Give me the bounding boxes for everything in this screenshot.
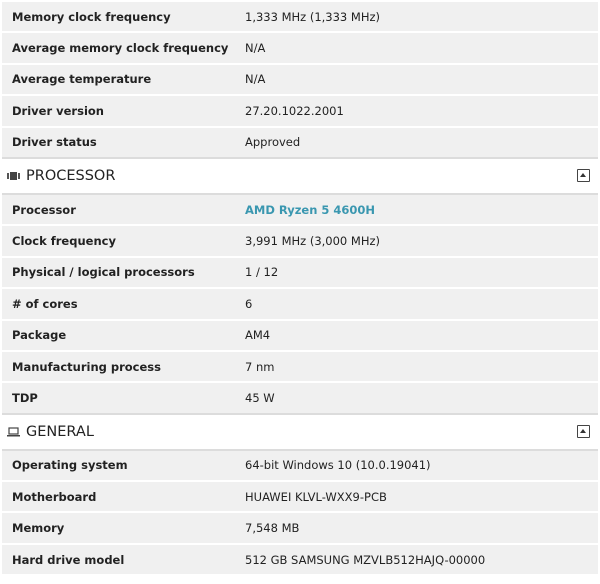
row-label: Average temperature (12, 72, 152, 87)
row-label: Memory (12, 521, 65, 536)
row-value: 64-bit Windows 10 (10.0.19041) (245, 458, 431, 473)
row-value: 7 nm (245, 359, 275, 374)
row-label: Motherboard (12, 489, 97, 504)
info-row: Physical / logical processors 1 / 12 (2, 257, 598, 288)
section-title: PROCESSOR (26, 167, 116, 184)
row-value: 7,548 MB (245, 521, 300, 536)
info-row: Average temperature N/A (2, 64, 598, 95)
row-value: 512 GB SAMSUNG MZVLB512HAJQ-00000 (245, 552, 486, 567)
section-title: GENERAL (26, 423, 94, 440)
processor-section-header: PROCESSOR (2, 156, 598, 195)
info-row: Average memory clock frequency N/A (2, 33, 598, 63)
row-value: 27.20.1022.2001 (245, 103, 344, 118)
row-value: 6 (245, 296, 253, 311)
row-value: Approved (245, 135, 301, 150)
row-value: 3,991 MHz (3,000 MHz) (245, 234, 380, 249)
row-value: 1,333 MHz (1,333 MHz) (245, 9, 380, 24)
row-value: N/A (245, 41, 266, 56)
row-label: Processor (12, 202, 76, 217)
row-value: AM4 (245, 328, 271, 343)
laptop-icon (6, 427, 20, 437)
info-row: Clock frequency 3,991 MHz (3,000 MHz) (2, 226, 598, 256)
cpu-icon (6, 171, 20, 180)
info-row: Operating system 64-bit Windows 10 (10.0.… (2, 450, 598, 481)
row-label: Hard drive model (12, 552, 125, 567)
collapse-button[interactable] (577, 169, 590, 183)
info-row: Package AM4 (2, 320, 598, 350)
info-row: Processor AMD Ryzen 5 4600H (2, 194, 598, 225)
row-label: Operating system (12, 458, 128, 473)
info-row: Driver version 27.20.1022.2001 (2, 96, 598, 126)
info-row: Motherboard HUAWEI KLVL-WXX9-PCB (2, 482, 598, 512)
info-row: Hard drive model 512 GB SAMSUNG MZVLB512H… (2, 544, 598, 575)
row-label: Clock frequency (12, 234, 116, 249)
info-row: TDP 45 W (2, 383, 598, 413)
processor-link[interactable]: AMD Ryzen 5 4600H (245, 202, 376, 217)
row-value: HUAWEI KLVL-WXX9-PCB (245, 489, 387, 504)
info-row: Memory clock frequency 1,333 MHz (1,333 M… (2, 2, 598, 32)
row-label: Average memory clock frequency (12, 41, 229, 56)
row-label: Memory clock frequency (12, 9, 171, 24)
row-label: Package (12, 328, 67, 343)
row-label: Driver version (12, 103, 104, 118)
info-row: # of cores 6 (2, 289, 598, 319)
general-section-header: GENERAL (2, 412, 598, 451)
row-label: # of cores (12, 296, 78, 311)
row-value: 1 / 12 (245, 265, 279, 280)
row-label: TDP (12, 390, 38, 405)
info-row: Memory 7,548 MB (2, 513, 598, 543)
row-value: N/A (245, 72, 266, 87)
row-label: Physical / logical processors (12, 265, 195, 280)
row-value: 45 W (245, 390, 275, 405)
row-label: Manufacturing process (12, 359, 161, 374)
info-row: Manufacturing process 7 nm (2, 351, 598, 382)
row-label: Driver status (12, 135, 97, 150)
collapse-button[interactable] (577, 425, 590, 439)
info-row: Driver status Approved (2, 127, 598, 157)
